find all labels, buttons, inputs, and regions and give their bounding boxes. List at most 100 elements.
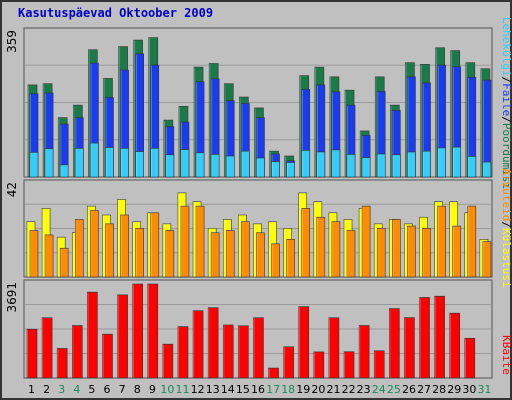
bar-arvuteid-day-21 bbox=[331, 221, 341, 278]
bar-kbaite-day-2 bbox=[41, 317, 53, 379]
top-legend-2: Faile bbox=[500, 83, 512, 116]
middle-legend: Arvuteid/Külastusi bbox=[500, 168, 512, 287]
bar-lehekulgi-day-30 bbox=[467, 156, 477, 178]
bar-arvuteid-day-30 bbox=[467, 205, 477, 278]
bar-lehekulgi-day-10 bbox=[165, 154, 175, 178]
bar-arvuteid-day-6 bbox=[105, 223, 114, 278]
top-legend-separator-1: / bbox=[500, 77, 512, 84]
x-tick-day-12: 12 bbox=[191, 383, 205, 396]
x-tick-day-10: 10 bbox=[160, 383, 174, 396]
bar-arvuteid-day-24 bbox=[376, 227, 386, 278]
bar-lehekulgi-day-19 bbox=[301, 150, 311, 178]
bar-lehekulgi-day-24 bbox=[376, 153, 386, 178]
bar-lehekulgi-day-21 bbox=[331, 149, 341, 178]
bar-arvuteid-day-13 bbox=[210, 232, 220, 278]
bar-lehekulgi-day-18 bbox=[286, 162, 295, 178]
bar-arvuteid-day-31 bbox=[482, 241, 492, 278]
x-tick-day-8: 8 bbox=[134, 383, 141, 396]
x-tick-day-13: 13 bbox=[206, 383, 220, 396]
bar-lehekulgi-day-8 bbox=[135, 151, 144, 178]
top-legend-3: Pöördumisi bbox=[500, 123, 512, 189]
bar-kbaite-day-8 bbox=[132, 283, 143, 379]
x-tick-day-5: 5 bbox=[88, 383, 95, 396]
bar-arvuteid-day-15 bbox=[241, 221, 250, 278]
bar-lehekulgi-day-17 bbox=[271, 161, 280, 178]
bar-arvuteid-day-27 bbox=[422, 227, 431, 278]
bar-lehekulgi-day-12 bbox=[195, 152, 205, 178]
bar-kbaite-day-29 bbox=[449, 312, 461, 379]
x-tick-day-24: 24 bbox=[372, 383, 386, 396]
bar-arvuteid-day-12 bbox=[195, 205, 205, 278]
middle-legend-2: Külastusi bbox=[500, 228, 512, 288]
bar-lehekulgi-day-25 bbox=[392, 154, 401, 178]
bar-lehekulgi-day-7 bbox=[120, 148, 129, 178]
bar-lehekulgi-day-14 bbox=[225, 155, 235, 178]
bar-arvuteid-day-9 bbox=[150, 212, 160, 278]
x-tick-day-7: 7 bbox=[119, 383, 126, 396]
bar-lehekulgi-day-16 bbox=[256, 157, 265, 178]
middle-legend-1: Arvuteid bbox=[500, 168, 512, 221]
bar-lehekulgi-day-2 bbox=[44, 148, 54, 178]
x-tick-day-26: 26 bbox=[402, 383, 416, 396]
bar-kbaite-day-12 bbox=[192, 310, 204, 379]
bar-kbaite-day-5 bbox=[87, 291, 98, 379]
bar-lehekulgi-day-6 bbox=[105, 147, 114, 178]
bar-arvuteid-day-29 bbox=[452, 225, 462, 278]
bar-lehekulgi-day-11 bbox=[180, 149, 190, 178]
bar-kbaite-day-18 bbox=[283, 346, 294, 379]
bar-kbaite-day-30 bbox=[464, 337, 476, 379]
bar-arvuteid-day-10 bbox=[165, 230, 175, 278]
bar-kbaite-day-7 bbox=[117, 294, 128, 379]
x-tick-day-18: 18 bbox=[281, 383, 295, 396]
x-tick-day-3: 3 bbox=[58, 383, 65, 396]
x-tick-day-25: 25 bbox=[387, 383, 401, 396]
x-tick-day-11: 11 bbox=[176, 383, 190, 396]
bar-arvuteid-day-18 bbox=[286, 239, 295, 278]
chart-title: Kasutuspäevad Oktoober 2009 bbox=[18, 6, 213, 20]
bar-arvuteid-day-19 bbox=[301, 208, 311, 278]
bottom-legend-1: KBaite bbox=[500, 335, 512, 375]
bar-kbaite-day-23 bbox=[358, 325, 370, 379]
bar-arvuteid-day-22 bbox=[346, 230, 356, 278]
x-tick-day-17: 17 bbox=[266, 383, 280, 396]
bar-arvuteid-day-2 bbox=[44, 234, 54, 278]
x-tick-day-16: 16 bbox=[251, 383, 265, 396]
top-legend: Lehekülgi/Faile/Pöördumisi bbox=[500, 17, 512, 189]
middle-legend-separator-1: / bbox=[500, 221, 512, 228]
bar-arvuteid-day-16 bbox=[256, 232, 265, 278]
x-tick-day-6: 6 bbox=[104, 383, 111, 396]
bar-arvuteid-day-7 bbox=[120, 214, 129, 278]
bar-arvuteid-day-23 bbox=[361, 205, 371, 278]
bar-lehekulgi-day-1 bbox=[29, 152, 39, 178]
bar-arvuteid-day-25 bbox=[392, 219, 401, 278]
bar-kbaite-day-9 bbox=[147, 283, 159, 379]
bar-arvuteid-day-20 bbox=[316, 216, 326, 278]
bar-lehekulgi-day-20 bbox=[316, 151, 326, 178]
bar-arvuteid-day-26 bbox=[407, 225, 416, 278]
x-tick-day-31: 31 bbox=[477, 383, 491, 396]
bar-kbaite-day-24 bbox=[373, 350, 385, 379]
bar-arvuteid-day-14 bbox=[225, 230, 235, 278]
x-tick-day-19: 19 bbox=[296, 383, 310, 396]
x-tick-day-28: 28 bbox=[432, 383, 446, 396]
x-tick-day-21: 21 bbox=[326, 383, 340, 396]
bar-kbaite-day-25 bbox=[389, 308, 400, 379]
bar-arvuteid-day-4 bbox=[74, 219, 84, 278]
x-tick-day-27: 27 bbox=[417, 383, 431, 396]
x-tick-day-22: 22 bbox=[342, 383, 356, 396]
bar-lehekulgi-day-27 bbox=[422, 150, 431, 178]
x-tick-day-23: 23 bbox=[357, 383, 371, 396]
bar-arvuteid-day-1 bbox=[29, 230, 39, 278]
panel-2-max-label: 42 bbox=[5, 182, 19, 197]
panel-1-max-label: 359 bbox=[5, 30, 19, 53]
bar-kbaite-day-16 bbox=[253, 317, 264, 379]
bar-lehekulgi-day-29 bbox=[452, 146, 462, 178]
bar-kbaite-day-14 bbox=[222, 324, 234, 379]
bar-arvuteid-day-17 bbox=[271, 243, 280, 278]
bar-kbaite-day-28 bbox=[434, 295, 445, 379]
bar-arvuteid-day-28 bbox=[437, 205, 446, 278]
bar-lehekulgi-day-31 bbox=[482, 161, 492, 178]
bar-kbaite-day-17 bbox=[268, 367, 279, 379]
